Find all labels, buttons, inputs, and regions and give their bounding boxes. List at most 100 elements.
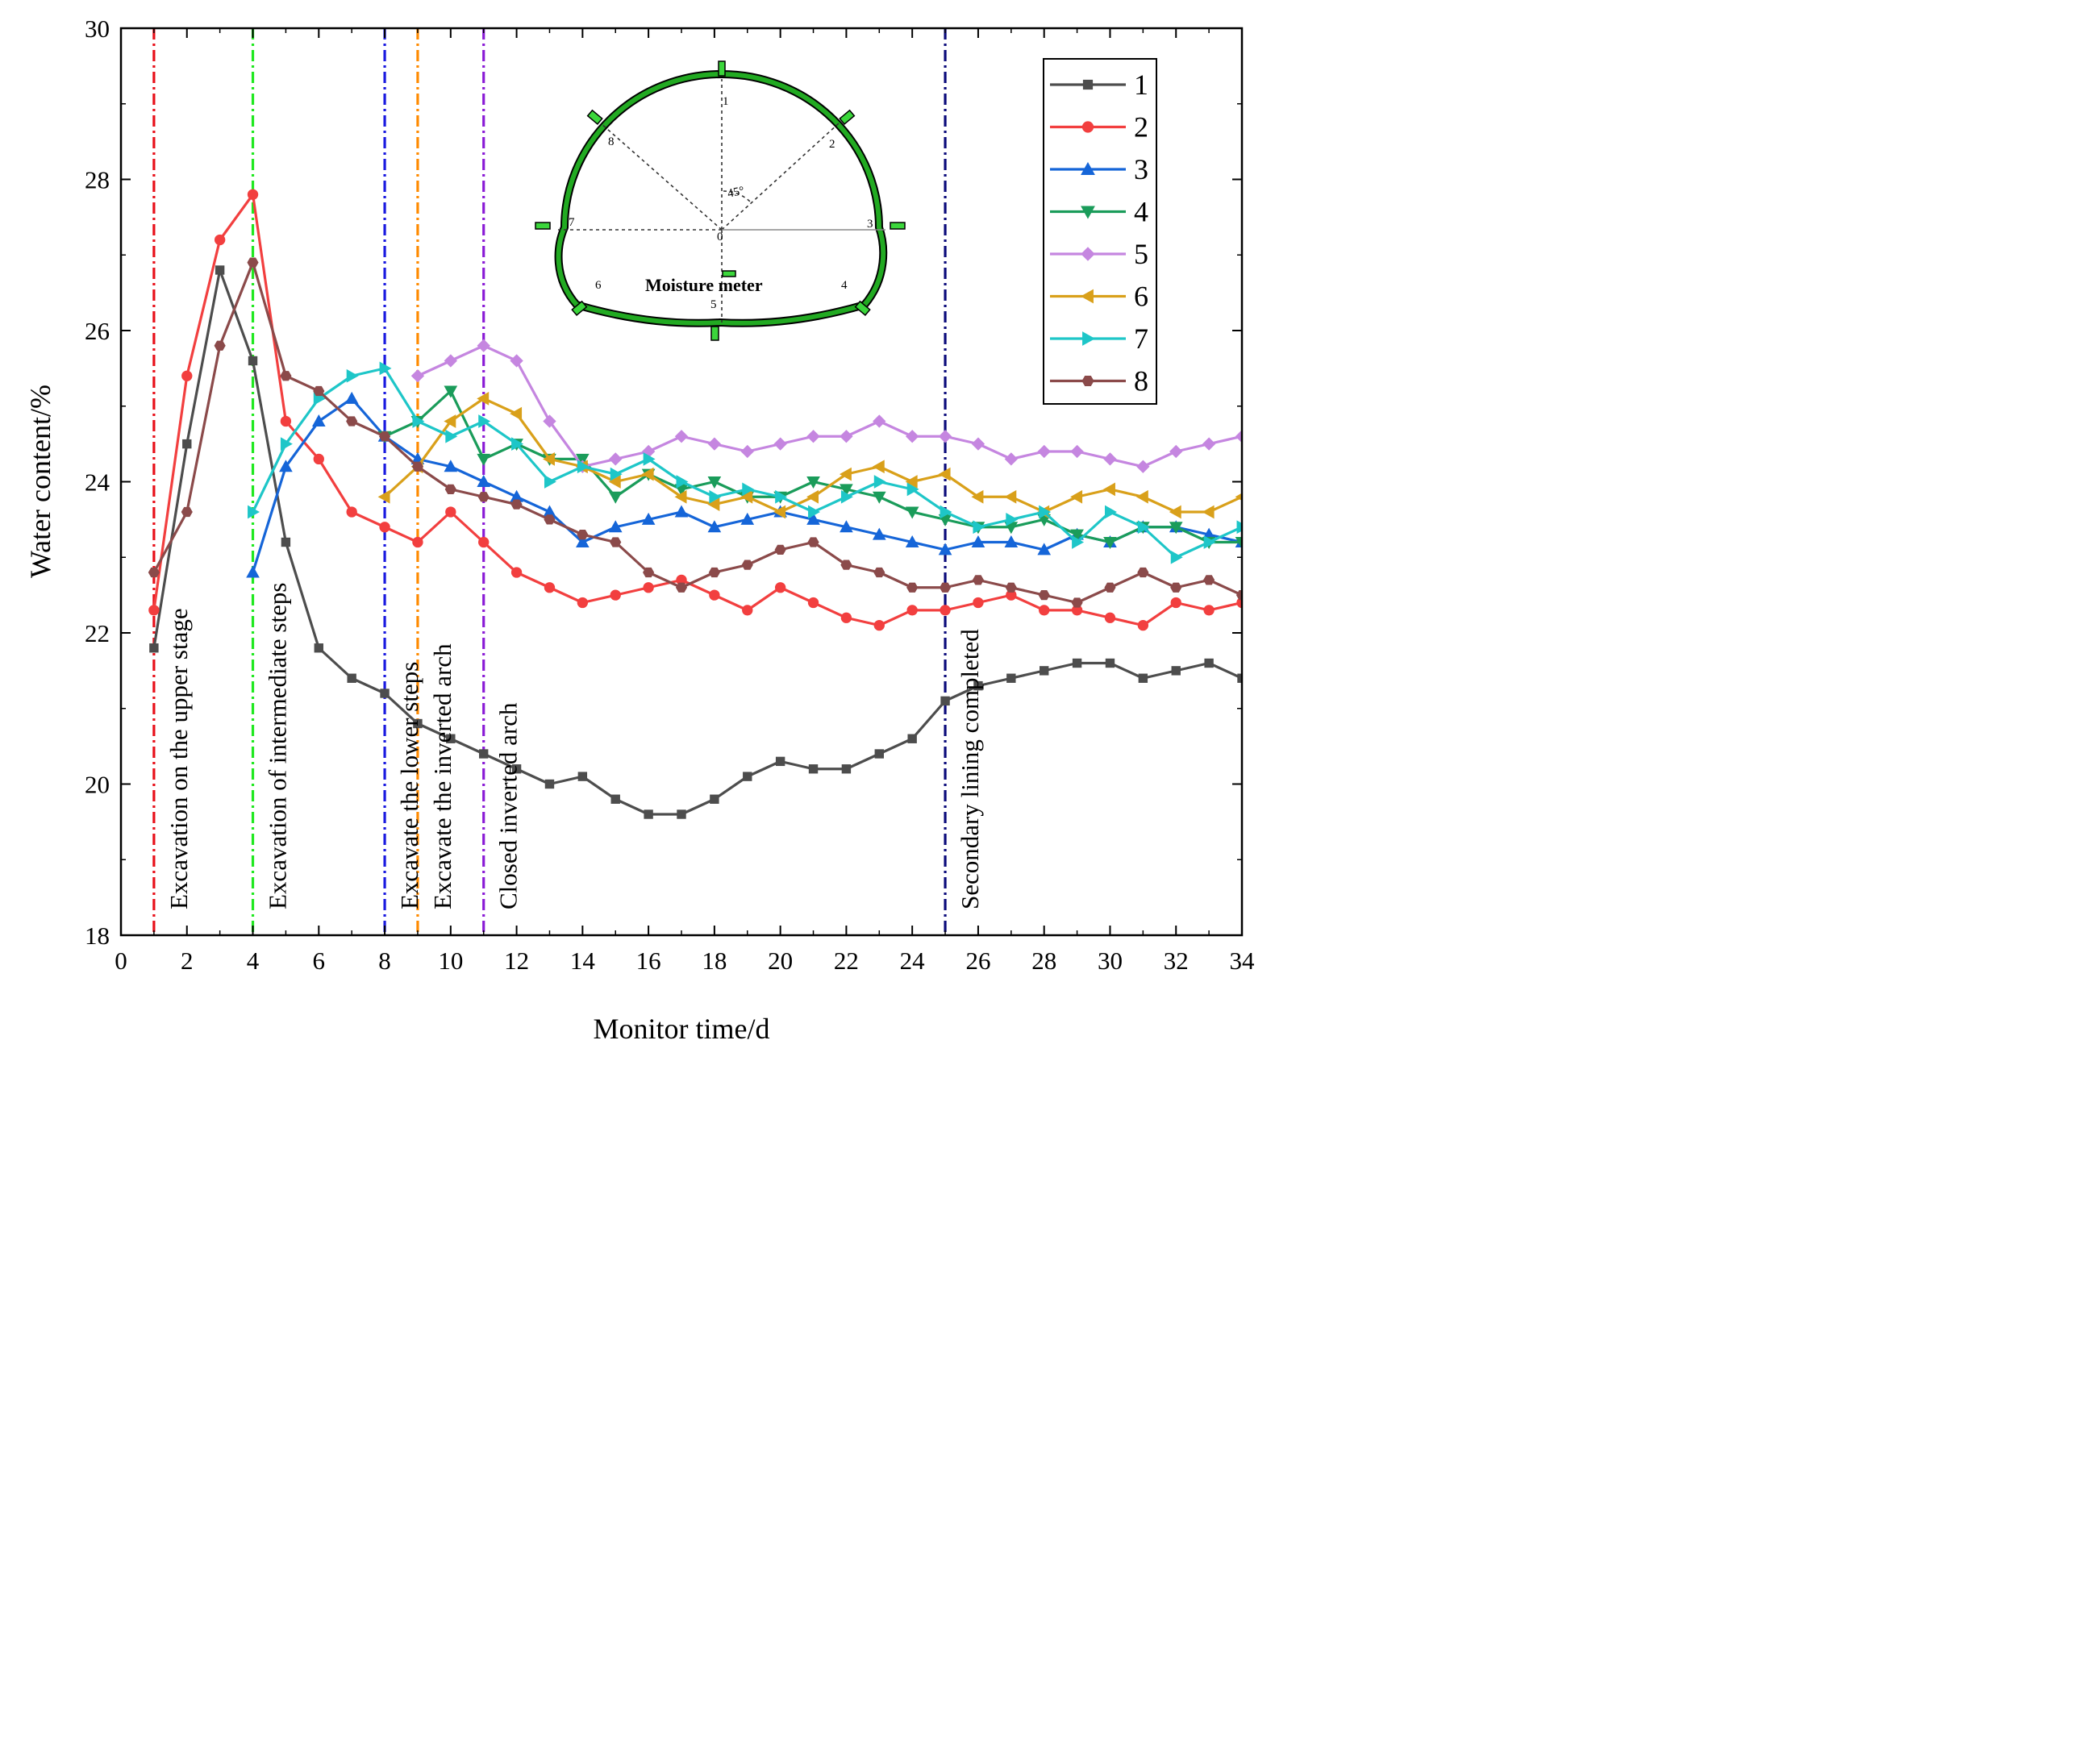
data-point: [1080, 289, 1094, 304]
data-point: [1104, 612, 1116, 623]
event-label: Excavation on the upper stage: [165, 608, 193, 909]
legend-item-8: 8: [1050, 365, 1148, 397]
data-point: [214, 340, 226, 351]
data-point: [905, 506, 919, 519]
data-point: [1235, 430, 1242, 443]
legend-label: 6: [1134, 281, 1148, 313]
inset-title: Moisture meter: [645, 275, 763, 295]
data-point: [1202, 437, 1216, 451]
data-point: [643, 567, 655, 578]
x-tick-label: 24: [900, 947, 926, 975]
y-tick-label: 28: [85, 166, 110, 194]
data-point: [973, 680, 983, 691]
guide-lines: [558, 79, 840, 322]
data-point: [1070, 489, 1083, 504]
data-point: [840, 489, 853, 504]
series-line-2: [152, 193, 1242, 627]
data-point: [971, 535, 985, 547]
data-point: [248, 505, 260, 519]
data-point: [413, 718, 423, 729]
data-point: [544, 582, 556, 593]
data-point: [840, 612, 852, 623]
data-point: [773, 505, 786, 519]
legend-item-4: 4: [1050, 196, 1148, 228]
data-point: [1169, 522, 1183, 535]
data-point: [544, 475, 556, 489]
data-point: [677, 809, 686, 819]
point-label-7: 7: [569, 216, 575, 229]
legend-item-6: 6: [1050, 281, 1148, 313]
data-point: [1169, 444, 1183, 459]
data-point: [577, 772, 588, 781]
data-point: [938, 467, 951, 481]
data-point: [740, 444, 754, 459]
data-point: [1170, 550, 1183, 564]
data-point: [544, 514, 556, 525]
data-point: [808, 505, 821, 519]
data-point: [905, 430, 919, 443]
data-point: [313, 385, 325, 397]
data-point: [938, 543, 952, 555]
data-point: [807, 597, 819, 609]
series-8: [148, 257, 1242, 608]
data-point: [608, 491, 623, 504]
x-tick-label: 28: [1031, 947, 1056, 975]
data-point: [1081, 121, 1094, 133]
data-point: [906, 482, 919, 497]
data-point: [1006, 673, 1016, 683]
data-point: [840, 560, 852, 570]
data-point: [707, 520, 722, 533]
legend-item-3: 3: [1050, 153, 1148, 185]
x-tick-label: 18: [702, 947, 727, 975]
data-point: [378, 431, 391, 442]
point-label-6: 6: [595, 279, 602, 292]
data-point: [148, 567, 160, 578]
legend-label: 7: [1134, 322, 1148, 355]
data-point: [1037, 444, 1051, 459]
data-point: [411, 461, 424, 472]
y-tick-label: 18: [85, 922, 110, 950]
legend-label: 8: [1134, 365, 1148, 397]
data-point: [1081, 247, 1095, 261]
x-tick-label: 8: [378, 947, 391, 975]
legend-box: [1043, 58, 1157, 405]
data-point: [346, 416, 358, 426]
data-point: [510, 499, 523, 510]
data-point: [1040, 666, 1049, 676]
data-point: [775, 489, 788, 504]
data-point: [542, 452, 555, 466]
data-point: [841, 764, 852, 774]
data-point: [181, 370, 193, 381]
data-point: [311, 414, 326, 426]
data-point: [710, 794, 719, 804]
legend: 1 2 3 4 5 6 7 8: [1043, 58, 1157, 405]
data-point: [1004, 535, 1019, 547]
data-point: [511, 437, 524, 451]
data-point: [1236, 520, 1242, 535]
data-point: [1170, 597, 1181, 609]
x-tick-label: 0: [115, 947, 127, 975]
data-point: [444, 484, 456, 495]
data-point: [1072, 535, 1085, 549]
data-point: [346, 368, 359, 383]
data-point: [1103, 537, 1117, 550]
point-label-2: 2: [829, 138, 835, 151]
data-point: [1202, 505, 1215, 519]
data-point: [347, 673, 356, 683]
data-point: [610, 537, 622, 547]
data-point: [742, 605, 753, 616]
data-point: [905, 535, 919, 547]
data-point: [1137, 520, 1150, 535]
data-point: [379, 361, 392, 376]
series-2: [148, 189, 1242, 631]
data-point: [478, 536, 490, 548]
data-point: [1081, 206, 1095, 219]
event-label: Closed inverted arch: [494, 702, 523, 909]
data-point: [444, 414, 456, 428]
data-point: [674, 430, 689, 443]
data-point: [511, 764, 522, 774]
data-point: [1138, 673, 1148, 683]
data-point: [444, 354, 458, 368]
data-point: [444, 460, 458, 472]
series-7: [248, 361, 1242, 564]
